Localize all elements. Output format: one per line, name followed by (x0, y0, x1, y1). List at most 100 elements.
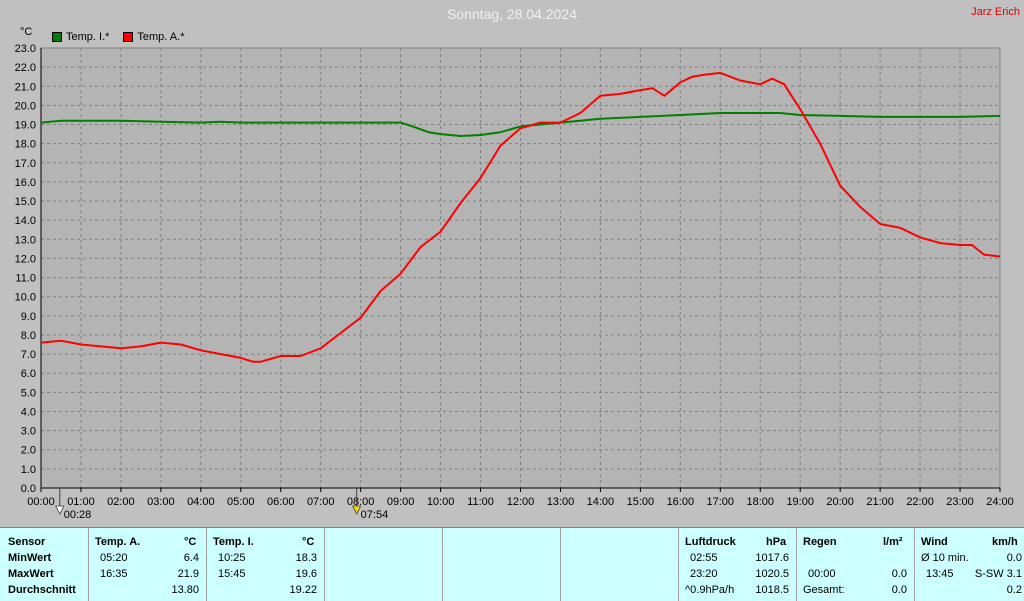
regen-total-label: Gesamt: (803, 584, 845, 596)
x-tick-label: 02:00 (107, 496, 135, 508)
temp-i-avg-value: 19.22 (289, 584, 317, 596)
y-tick-label: 1.0 (21, 464, 36, 476)
header-luftdruck: Luftdruck (685, 536, 736, 548)
y-tick-label: 3.0 (21, 426, 36, 438)
header-temp-a-unit: °C (184, 536, 197, 548)
temp-i-max-time: 15:45 (218, 568, 246, 580)
y-tick-label: 10.0 (15, 292, 36, 304)
moon-icon (55, 505, 65, 515)
row-label-max: MaxWert (8, 568, 54, 580)
col-divider (914, 528, 915, 601)
stats-table: Sensor Temp. A. °C Temp. I. °C Luftdruck… (0, 527, 1024, 601)
wind-avg-label: Ø 10 min. (921, 552, 969, 564)
header-temp-a: Temp. A. (95, 536, 141, 548)
wind-avg-value: 0.0 (1006, 552, 1022, 564)
legend-item-temp-i: Temp. I.* (52, 31, 109, 43)
row-label-avg: Durchschnitt (8, 584, 76, 596)
temp-i-max-value: 19.6 (295, 568, 317, 580)
x-tick-label: 12:00 (507, 496, 535, 508)
x-tick-label: 07:00 (307, 496, 335, 508)
header-sensor: Sensor (8, 536, 46, 548)
y-tick-label: 22.0 (15, 62, 36, 74)
luftdruck-avg-value: 1018.5 (755, 584, 789, 596)
x-tick-label: 17:00 (707, 496, 735, 508)
chart-title: Sonntag, 28.04.2024 (446, 6, 577, 22)
x-tick-label: 18:00 (746, 496, 774, 508)
header-wind-unit: km/h (992, 536, 1018, 548)
header-luftdruck-unit: hPa (766, 536, 787, 548)
x-tick-label: 06:00 (267, 496, 295, 508)
wind-day-avg-value: 0.2 (1006, 584, 1022, 596)
x-tick-label: 09:00 (387, 496, 415, 508)
x-tick-label: 22:00 (906, 496, 934, 508)
series-line-temp-i (40, 112, 1001, 137)
y-tick-label: 7.0 (21, 349, 36, 361)
y-tick-label: 17.0 (15, 158, 36, 170)
temp-a-min-value: 6.4 (183, 552, 199, 564)
legend-label-temp-a: Temp. A.* (137, 31, 185, 43)
y-tick-label: 23.0 (15, 43, 36, 55)
y-tick-label: 6.0 (21, 368, 36, 380)
x-tick-label: 20:00 (826, 496, 854, 508)
temp-a-avg-value: 13.80 (171, 584, 199, 596)
x-tick-label: 01:00 (67, 496, 95, 508)
header-temp-i-unit: °C (302, 536, 315, 548)
y-tick-label: 19.0 (15, 120, 36, 132)
legend-swatch-temp-a (123, 32, 134, 42)
x-tick-label: 03:00 (147, 496, 175, 508)
y-tick-label: 4.0 (21, 406, 36, 418)
y-tick-label: 9.0 (21, 311, 36, 323)
y-tick-label: 16.0 (15, 177, 36, 189)
x-tick-label: 14:00 (587, 496, 615, 508)
y-unit-label: °C (20, 26, 33, 38)
col-divider (796, 528, 797, 601)
col-divider (560, 528, 561, 601)
x-tick-label: 00:00 (27, 496, 55, 508)
luftdruck-min-time: 02:55 (690, 552, 718, 564)
col-divider (442, 528, 443, 601)
y-tick-label: 18.0 (15, 139, 36, 151)
x-tick-label: 24:00 (986, 496, 1014, 508)
y-tick-label: 0.0 (21, 483, 36, 495)
legend-item-temp-a: Temp. A.* (123, 31, 184, 43)
header-temp-i: Temp. I. (213, 536, 254, 548)
row-label-min: MinWert (8, 552, 52, 564)
regen-max-value: 0.0 (891, 568, 907, 580)
y-tick-label: 5.0 (21, 387, 36, 399)
x-tick-label: 08:00 (347, 496, 375, 508)
col-divider (88, 528, 89, 601)
temp-a-max-value: 21.9 (177, 568, 199, 580)
x-tick-label: 23:00 (946, 496, 974, 508)
x-tick-label: 15:00 (627, 496, 655, 508)
temp-a-max-time: 16:35 (100, 568, 128, 580)
x-tick-label: 19:00 (786, 496, 814, 508)
y-tick-label: 20.0 (15, 100, 36, 112)
header-regen-unit: l/m² (883, 536, 903, 548)
col-divider (324, 528, 325, 601)
temp-i-min-value: 18.3 (295, 552, 317, 564)
y-tick-label: 21.0 (15, 81, 36, 93)
y-tick-label: 15.0 (15, 196, 36, 208)
col-divider (206, 528, 207, 601)
y-tick-label: 11.0 (15, 273, 36, 285)
temperature-chart: 0.0 1.0 2.0 3.0 4.0 5.0 6.0 7.0 8.0 9.0 10.0 11.0 12… (15, 43, 1014, 521)
luftdruck-trend: ^0.9hPa/h (685, 584, 735, 596)
y-tick-label: 12.0 (15, 253, 36, 265)
luftdruck-max-value: 1020.5 (755, 568, 789, 580)
luftdruck-max-time: 23:20 (690, 568, 718, 580)
series-line-temp-a (40, 71, 1001, 363)
x-tick-label: 04:00 (187, 496, 215, 508)
y-tick-label: 2.0 (21, 445, 36, 457)
temp-i-min-time: 10:25 (218, 552, 246, 564)
x-tick-label: 16:00 (667, 496, 695, 508)
legend-label-temp-i: Temp. I.* (66, 31, 110, 43)
y-tick-label: 13.0 (15, 234, 36, 246)
temp-a-min-time: 05:20 (100, 552, 128, 564)
luftdruck-min-value: 1017.6 (755, 552, 789, 564)
legend-swatch-temp-i (52, 32, 62, 42)
x-tick-label: 10:00 (427, 496, 455, 508)
sunrise-icon (352, 505, 362, 515)
y-tick-label: 8.0 (21, 330, 36, 342)
col-divider (678, 528, 679, 601)
regen-total-value: 0.0 (891, 584, 907, 596)
